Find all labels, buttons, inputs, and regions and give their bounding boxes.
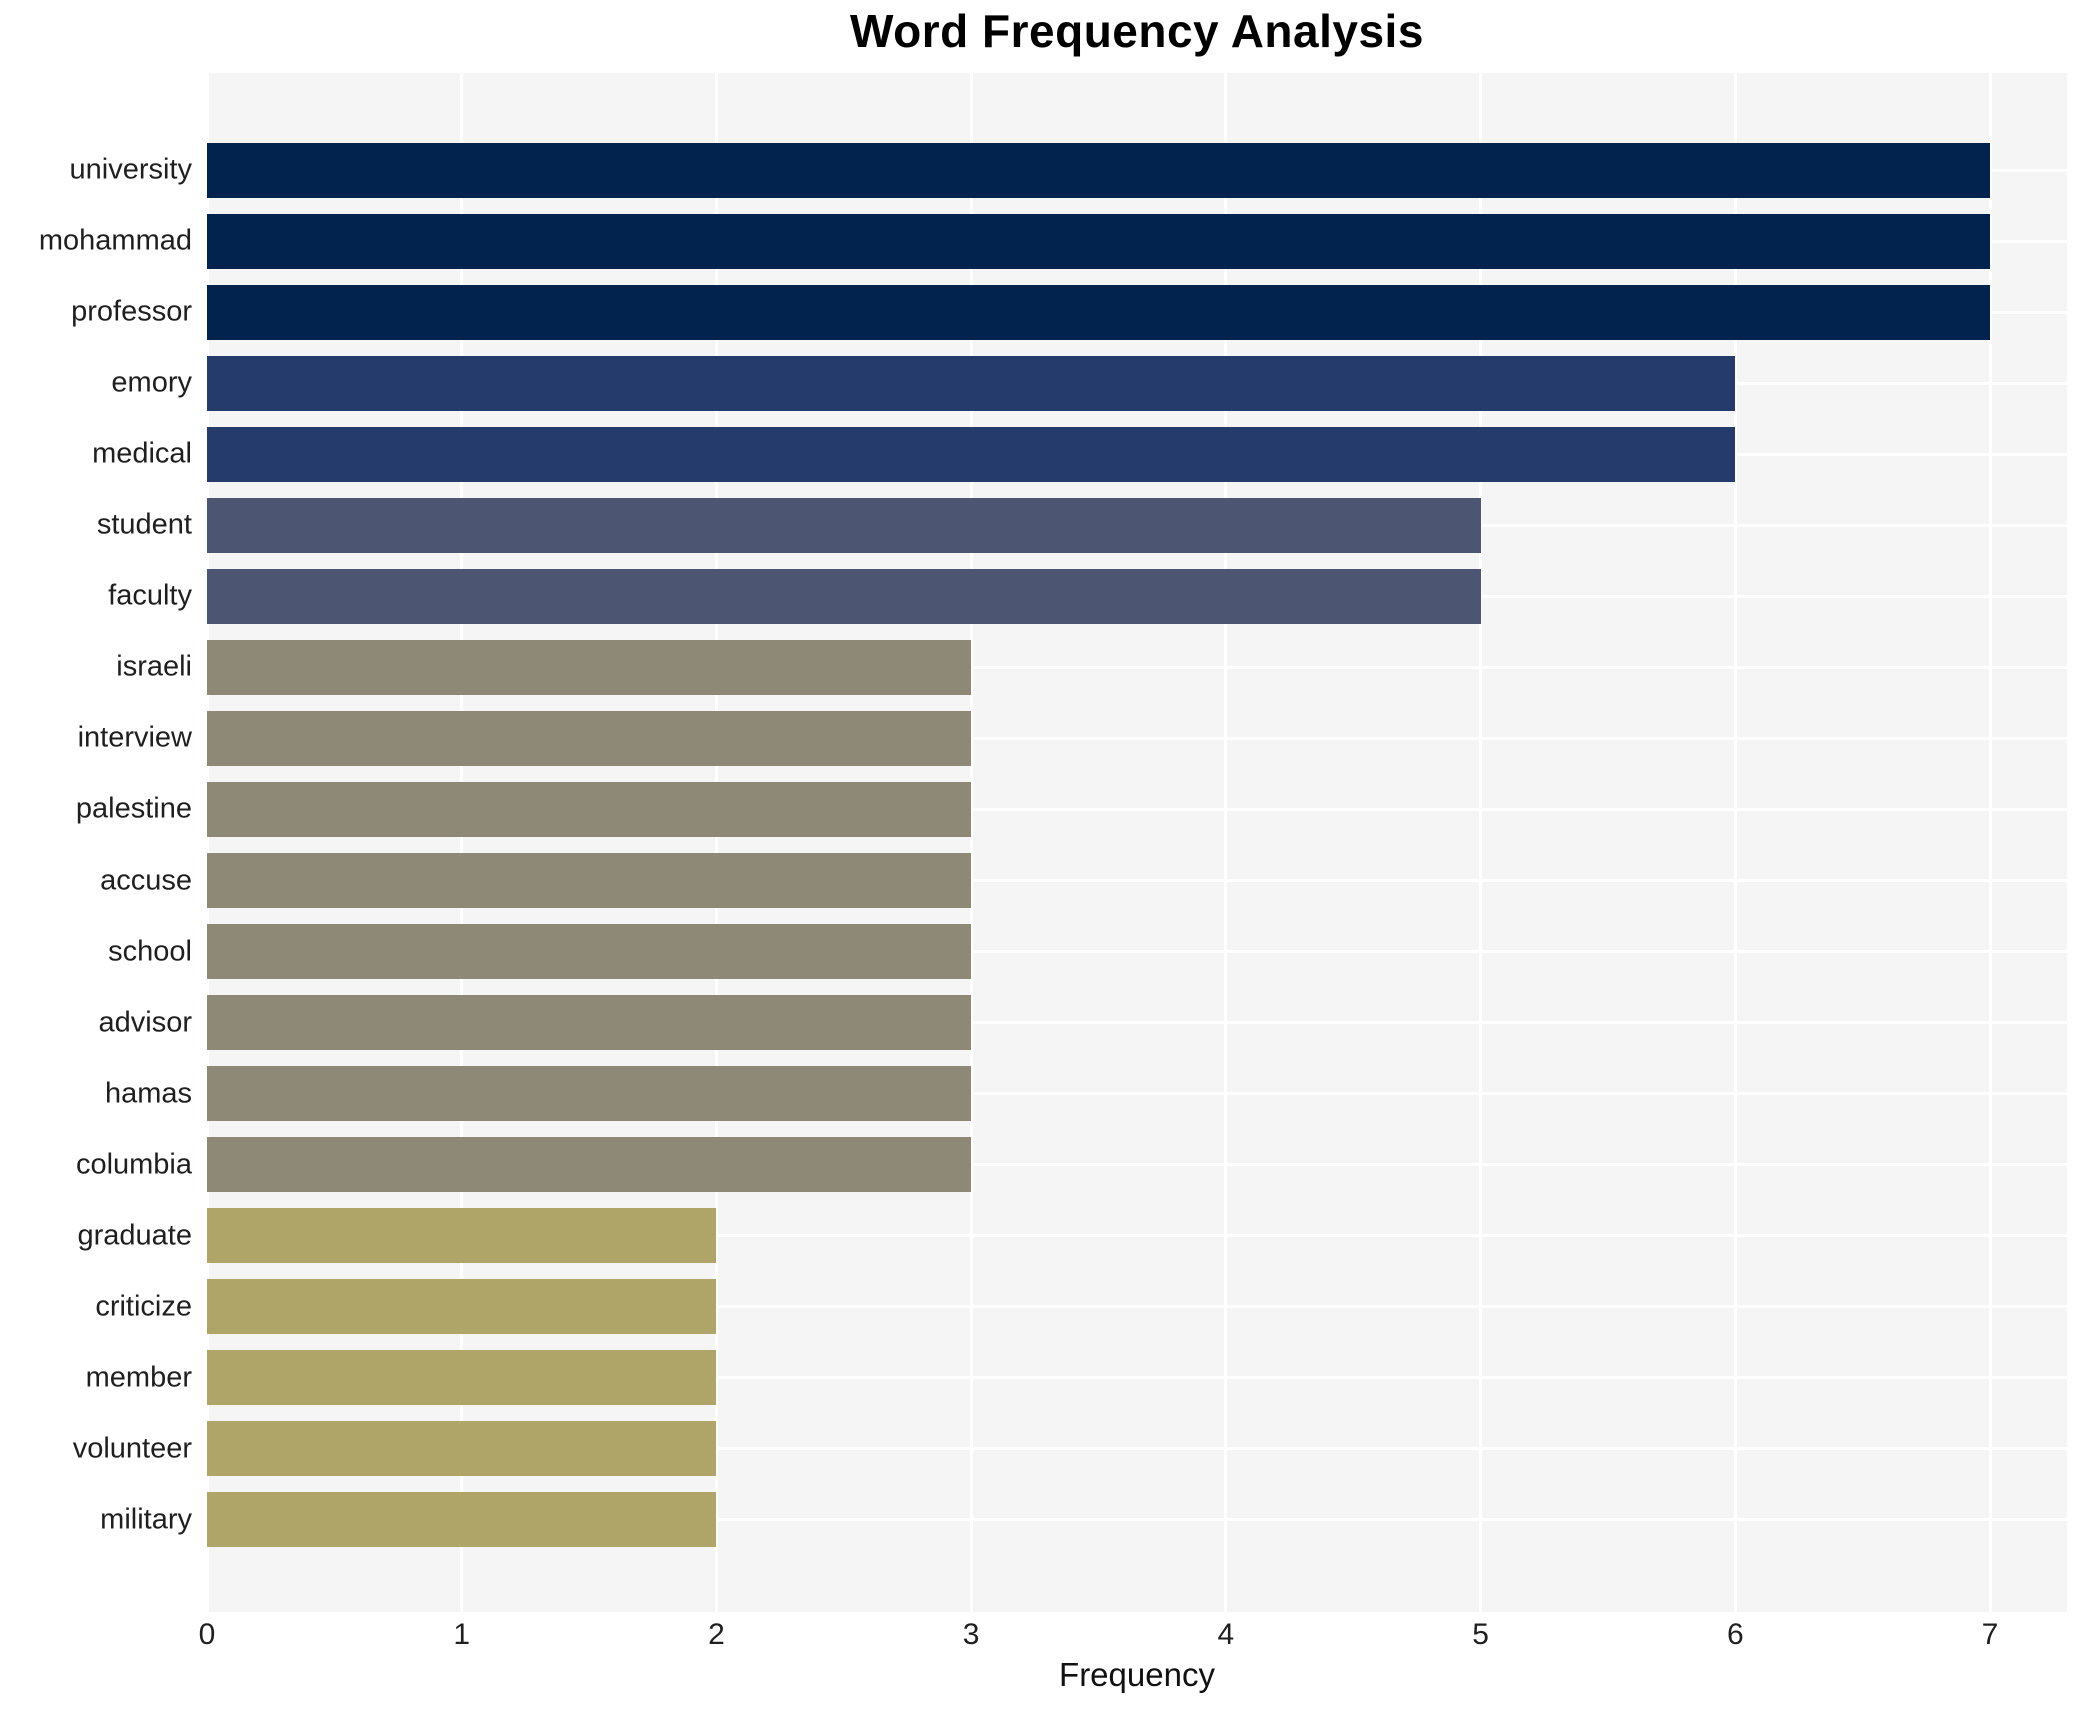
horizontal-gridline — [207, 736, 2067, 740]
y-label-school: school — [108, 935, 192, 968]
horizontal-gridline — [207, 665, 2067, 669]
bar-faculty — [207, 568, 1481, 624]
horizontal-gridline — [207, 950, 2067, 954]
bar-israeli — [207, 639, 972, 695]
bar-palestine — [207, 781, 972, 837]
horizontal-gridline — [207, 1305, 2067, 1309]
y-label-criticize: criticize — [95, 1290, 192, 1323]
bar-military — [207, 1492, 717, 1548]
bar-interview — [207, 710, 972, 766]
vertical-gridline-6 — [1733, 73, 1737, 1612]
bar-university — [207, 142, 1990, 198]
y-label-graduate: graduate — [77, 1219, 193, 1252]
y-label-advisor: advisor — [98, 1006, 193, 1039]
bar-professor — [207, 284, 1990, 340]
horizontal-gridline — [207, 879, 2067, 882]
y-label-member: member — [85, 1361, 192, 1394]
y-label-medical: medical — [92, 437, 192, 470]
x-tick-3: 3 — [962, 1618, 980, 1651]
bar-advisor — [207, 995, 972, 1051]
y-label-palestine: palestine — [75, 792, 192, 825]
horizontal-gridline — [207, 1518, 2067, 1522]
x-tick-1: 1 — [453, 1618, 471, 1651]
bar-student — [207, 497, 1481, 553]
chart-title: Word Frequency Analysis — [850, 5, 1424, 57]
bar-mohammad — [207, 213, 1990, 269]
bar-medical — [207, 426, 1736, 482]
horizontal-gridline — [207, 1447, 2067, 1451]
y-label-interview: interview — [77, 721, 192, 754]
horizontal-gridline — [207, 1163, 2067, 1167]
vertical-gridline-0 — [205, 73, 209, 1612]
x-axis-title: Frequency — [1059, 1656, 1215, 1693]
y-label-volunteer: volunteer — [72, 1432, 192, 1465]
y-label-student: student — [96, 508, 192, 541]
vertical-gridline-3 — [969, 73, 973, 1612]
horizontal-gridline — [207, 1021, 2067, 1025]
horizontal-gridline — [207, 1092, 2067, 1096]
bar-columbia — [207, 1137, 972, 1193]
bar-member — [207, 1350, 717, 1406]
y-label-columbia: columbia — [75, 1148, 192, 1181]
y-label-university: university — [69, 153, 193, 186]
bar-school — [207, 924, 972, 980]
plot-area — [205, 73, 2067, 1612]
x-tick-5: 5 — [1472, 1618, 1489, 1651]
x-tick-6: 6 — [1726, 1618, 1744, 1651]
bar-graduate — [207, 1208, 717, 1264]
vertical-gridline-4 — [1224, 73, 1228, 1612]
bar-accuse — [207, 853, 972, 908]
vertical-gridline-5 — [1479, 73, 1483, 1612]
x-tick-7: 7 — [1981, 1618, 1999, 1651]
vertical-gridline-2 — [714, 73, 718, 1612]
y-label-hamas: hamas — [104, 1077, 192, 1110]
bar-criticize — [207, 1279, 717, 1335]
vertical-gridline-1 — [460, 73, 464, 1612]
horizontal-gridline — [207, 807, 2067, 811]
horizontal-gridline — [207, 1376, 2067, 1380]
x-tick-2: 2 — [708, 1618, 725, 1651]
y-label-accuse: accuse — [100, 864, 192, 896]
horizontal-gridline — [207, 1234, 2067, 1238]
x-tick-0: 0 — [198, 1618, 216, 1651]
y-label-israeli: israeli — [116, 650, 192, 683]
y-label-emory: emory — [111, 366, 192, 399]
y-label-professor: professor — [71, 295, 192, 328]
bar-volunteer — [207, 1421, 717, 1477]
y-label-faculty: faculty — [108, 579, 192, 612]
y-label-mohammad: mohammad — [38, 224, 192, 257]
y-label-military: military — [100, 1503, 192, 1536]
bar-emory — [207, 355, 1736, 411]
bar-hamas — [207, 1066, 972, 1122]
vertical-gridline-7 — [1988, 73, 1992, 1612]
x-tick-4: 4 — [1217, 1618, 1235, 1651]
